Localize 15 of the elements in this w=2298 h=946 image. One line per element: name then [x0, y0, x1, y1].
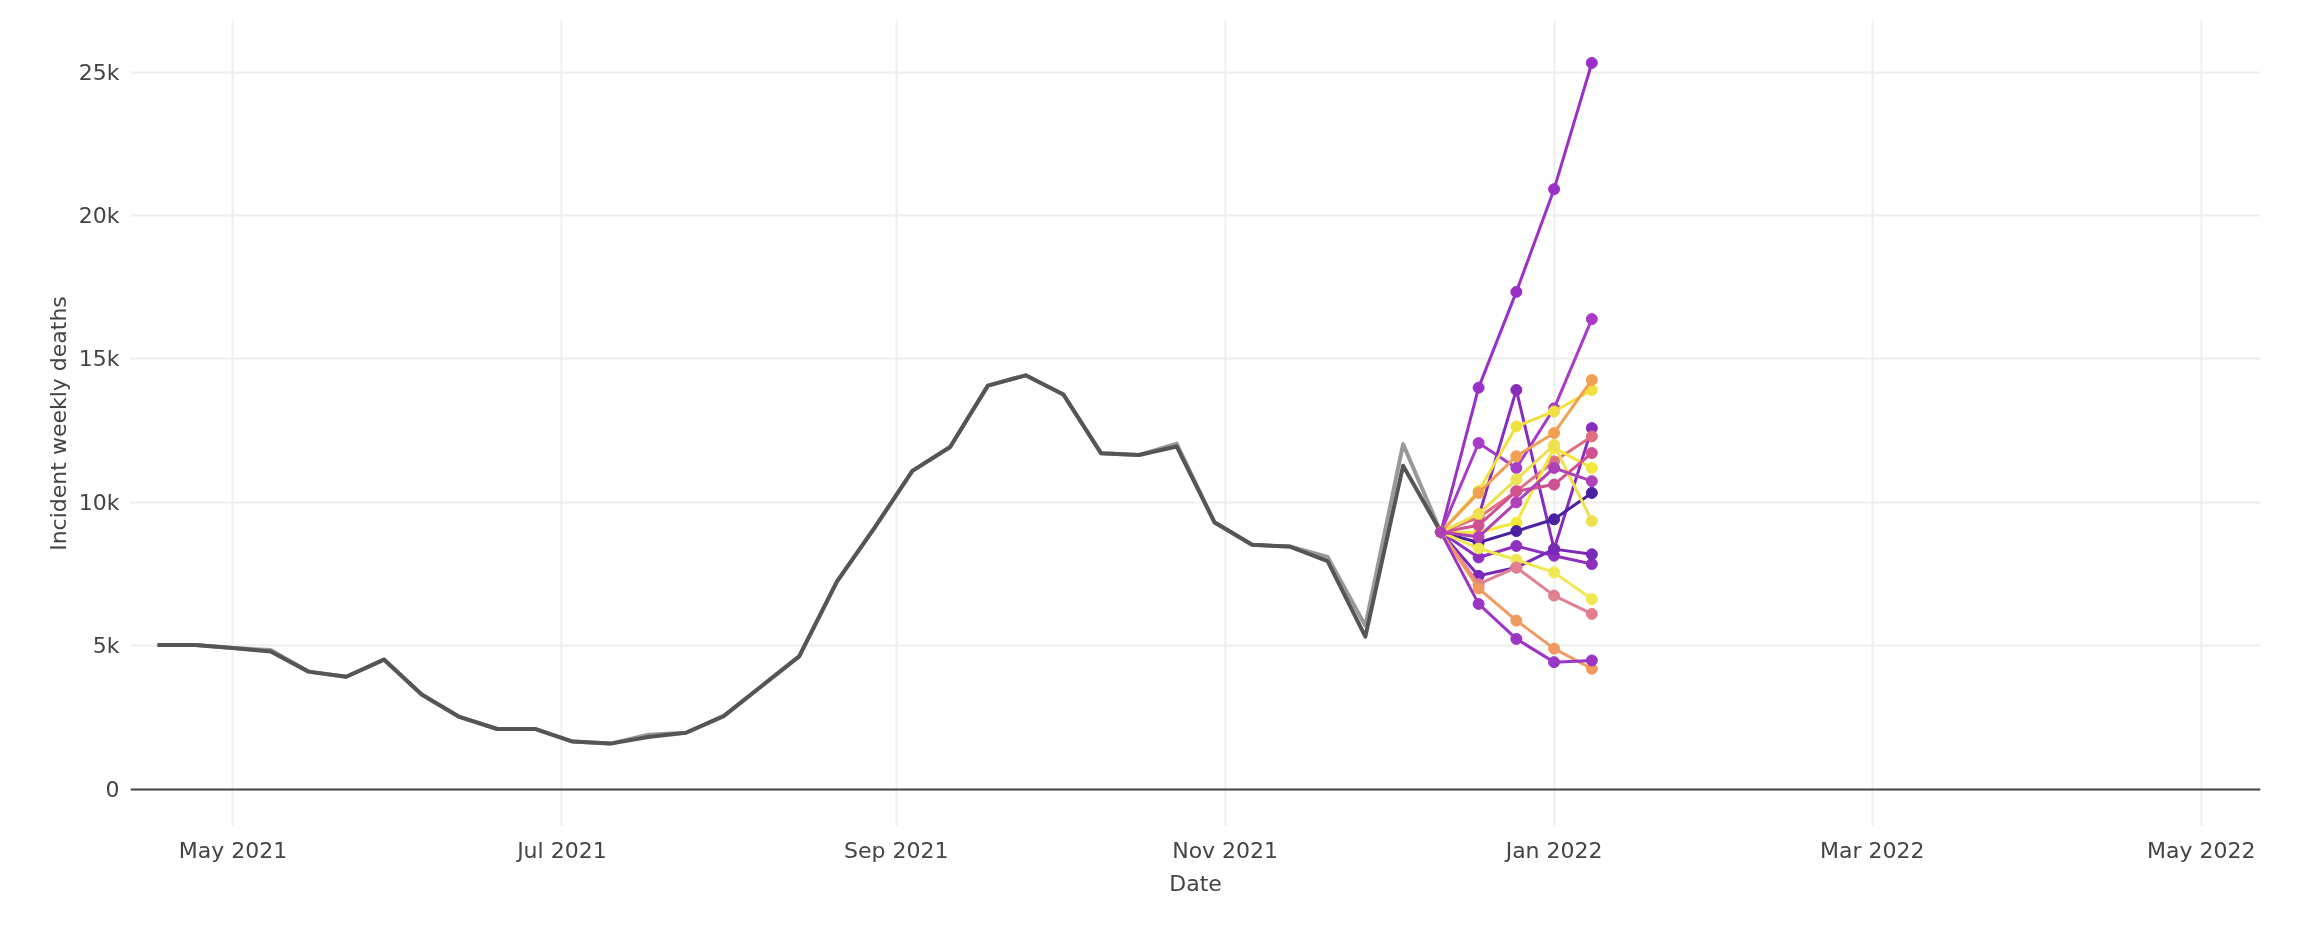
y-tick-label: 15k: [78, 346, 120, 372]
y-axis-title: Incident weekly deaths: [45, 296, 71, 551]
y-tick-label: 20k: [78, 203, 120, 229]
x-tick-label: May 2022: [2146, 837, 2256, 863]
y-tick-label: 5k: [92, 633, 120, 659]
x-axis-title: Date: [1169, 870, 1222, 896]
x-tick-label: Jan 2022: [1503, 837, 1603, 863]
x-tick-label: Jul 2021: [515, 837, 607, 863]
x-tick-label: May 2021: [178, 837, 288, 863]
y-tick-label: 10k: [78, 489, 120, 515]
x-tick-label: Mar 2022: [1820, 837, 1925, 863]
x-tick-label: Nov 2021: [1172, 837, 1279, 863]
y-tick-label: 25k: [78, 59, 120, 85]
y-tick-label: 0: [105, 776, 120, 802]
x-tick-label: Sep 2021: [844, 837, 949, 863]
